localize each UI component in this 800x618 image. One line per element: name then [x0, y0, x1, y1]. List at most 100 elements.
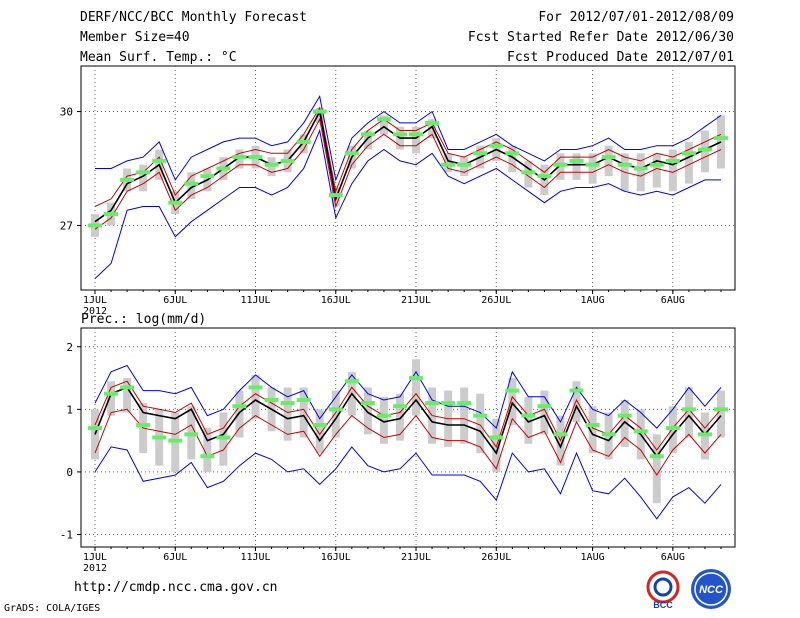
- prec-green-marker: [392, 404, 407, 409]
- temp-green-marker: [617, 162, 632, 167]
- temp-line-lower-inner: [94, 117, 722, 230]
- bcc-logo: BCC: [646, 570, 680, 610]
- temp-green-marker: [376, 117, 391, 122]
- temp-line-upper-outer: [95, 95, 722, 182]
- temp-green-marker: [136, 170, 151, 175]
- prec-green-marker: [585, 422, 600, 427]
- temp-xtick-label: 1JUL: [83, 295, 107, 306]
- header-right: For 2012/07/01-2012/08/09 Fcst Started R…: [468, 8, 734, 68]
- prec-ensemble-bar: [107, 381, 116, 416]
- prec-green-marker: [569, 388, 584, 393]
- prec-green-marker: [136, 422, 151, 427]
- prec-green-marker: [168, 438, 183, 443]
- prec-xtick-label: 1AUG: [581, 552, 605, 563]
- prec-ensemble-bar: [588, 406, 597, 454]
- temp-xtick-label: 6JUL: [163, 295, 187, 306]
- prec-ensemble-bar: [540, 390, 549, 435]
- temp-ensemble-bar: [412, 126, 421, 154]
- temp-green-marker: [633, 166, 648, 171]
- prec-ytick-label: 0: [66, 466, 73, 479]
- prec-green-marker: [617, 413, 632, 418]
- prec-xtick-label: 16JUL: [321, 552, 351, 563]
- prec-ensemble-bar: [379, 396, 388, 444]
- prec-ensemble-bar: [717, 390, 725, 438]
- prec-green-marker: [553, 432, 568, 437]
- temp-ensemble-bar: [652, 153, 661, 188]
- prec-green-marker: [665, 426, 680, 431]
- member-size: Member Size=40: [80, 30, 190, 45]
- temp-xtick-label: 6AUG: [661, 295, 685, 306]
- chart-title: DERF/NCC/BCC Monthly Forecast: [80, 10, 307, 25]
- source-url[interactable]: http://cmdp.ncc.cma.gov.cn: [74, 580, 278, 595]
- temp-xtick-label: 16JUL: [321, 295, 351, 306]
- prec-green-marker: [681, 407, 696, 412]
- grads-credit: GrADS: COLA/IGES: [4, 603, 101, 614]
- temp-green-marker: [344, 151, 359, 156]
- temp-ensemble-bar: [139, 164, 148, 192]
- header-left: DERF/NCC/BCC Monthly Forecast Member Siz…: [80, 8, 307, 68]
- temp-green-marker: [232, 155, 247, 160]
- temp-ensemble-bar: [379, 115, 388, 135]
- temp-ensemble-bar: [572, 153, 581, 180]
- temp-ensemble-bar: [636, 153, 645, 192]
- prec-green-marker: [601, 432, 616, 437]
- temp-ytick-label: 27: [60, 219, 73, 232]
- prec-xtick-label: 26JUL: [481, 552, 511, 563]
- temp-green-marker: [104, 212, 119, 217]
- prec-green-marker: [280, 401, 295, 406]
- prec-green-marker: [264, 397, 279, 402]
- prec-line-lower-inner: [94, 408, 722, 476]
- prec-green-marker: [441, 401, 456, 406]
- prec-ensemble-bar: [620, 399, 629, 447]
- temp-ensemble-bar: [588, 153, 597, 184]
- prec-green-marker: [232, 404, 247, 409]
- prec-ytick-label: 1: [66, 403, 73, 416]
- temp-line-upper-inner: [94, 106, 722, 207]
- temp-frame: [80, 65, 736, 291]
- prec-green-marker: [505, 388, 520, 393]
- temp-green-marker: [88, 223, 102, 228]
- prec-green-marker: [697, 432, 712, 437]
- prec-green-marker: [489, 435, 504, 440]
- temp-green-marker: [280, 158, 295, 163]
- prec-line-upper-inner: [94, 380, 722, 451]
- prec-green-marker: [88, 426, 102, 431]
- prec-ensemble-bar: [508, 378, 517, 425]
- temp-green-marker: [264, 162, 279, 167]
- temp-green-marker: [473, 151, 488, 156]
- prec-green-marker: [457, 401, 472, 406]
- prec-green-marker: [409, 376, 424, 381]
- prec-ensemble-bar: [524, 396, 533, 444]
- prec-ensemble-bar: [251, 374, 260, 419]
- temp-green-marker: [168, 200, 183, 205]
- prec-green-marker: [376, 413, 391, 418]
- prec-green-marker: [425, 401, 440, 406]
- prec-line-lower-outer: [94, 446, 722, 520]
- temp-green-marker: [489, 143, 504, 148]
- prec-green-marker: [296, 397, 311, 402]
- temp-green-marker: [360, 132, 375, 137]
- prec-ensemble-bar: [460, 387, 469, 444]
- prec-green-marker: [633, 429, 648, 434]
- temp-green-marker: [441, 162, 456, 167]
- prec-xtick-label: 1JUL: [83, 552, 107, 563]
- prec-green-marker: [152, 435, 167, 440]
- prec-ensemble-bar: [203, 428, 212, 472]
- prec-green-marker: [360, 401, 375, 406]
- prec-ensemble-bar: [412, 359, 421, 416]
- prec-green-marker: [200, 454, 215, 459]
- temp-green-marker: [312, 109, 327, 114]
- prec-ensemble-bar: [684, 387, 693, 438]
- temp-green-marker: [521, 170, 536, 175]
- prec-xtick-label: 6AUG: [661, 552, 685, 563]
- prec-ytick-label: -1: [60, 528, 73, 541]
- temp-green-marker: [409, 132, 424, 137]
- temp-green-marker: [248, 155, 263, 160]
- temp-green-marker: [328, 193, 343, 198]
- ncc-logo: NCC: [691, 569, 731, 609]
- temp-green-marker: [184, 181, 199, 186]
- temp-green-marker: [553, 162, 568, 167]
- prec-green-marker: [248, 385, 263, 390]
